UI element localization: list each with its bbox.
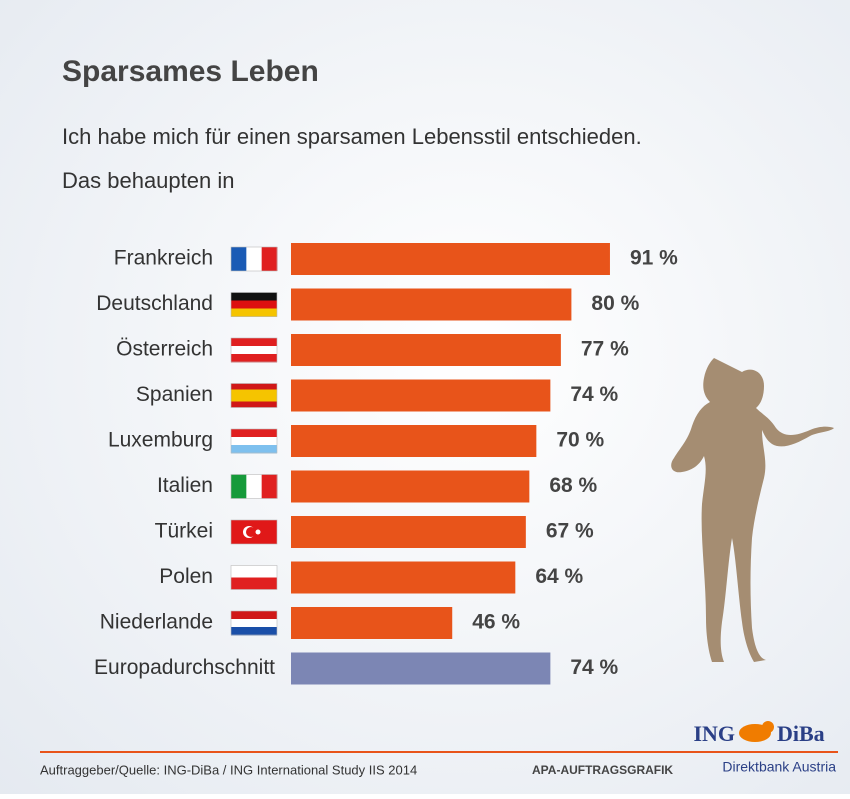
logo-tagline: Direktbank Austria bbox=[722, 759, 836, 775]
bar bbox=[291, 289, 571, 321]
flag bbox=[231, 520, 277, 544]
flag-stripe bbox=[231, 346, 277, 355]
bar bbox=[291, 607, 452, 639]
flag-stripe bbox=[231, 578, 277, 590]
flag-stripe bbox=[231, 437, 277, 446]
flag-stripe bbox=[231, 566, 277, 578]
flag bbox=[231, 338, 277, 363]
flag-stripe bbox=[231, 611, 277, 620]
category-label: Luxemburg bbox=[108, 429, 213, 452]
flag-stripe bbox=[262, 475, 278, 499]
category-label: Polen bbox=[159, 565, 213, 588]
flag-stripe bbox=[231, 301, 277, 310]
category-label: Italien bbox=[157, 474, 213, 497]
flag bbox=[231, 566, 277, 590]
value-label: 46 % bbox=[472, 611, 520, 634]
bar bbox=[291, 562, 515, 594]
flag-stripe bbox=[231, 354, 277, 363]
page: Sparsames Leben Ich habe mich für einen … bbox=[0, 0, 850, 799]
flag-stripe bbox=[246, 247, 262, 271]
bar bbox=[291, 516, 526, 548]
value-label: 74 % bbox=[570, 383, 618, 406]
flag-stripe bbox=[231, 445, 277, 454]
value-label: 64 % bbox=[535, 565, 583, 588]
source: Auftraggeber/Quelle: ING-DiBa / ING Inte… bbox=[40, 762, 417, 777]
flag-stripe bbox=[231, 429, 277, 438]
bar bbox=[291, 425, 536, 457]
subtitle: Ich habe mich für einen sparsamen Lebens… bbox=[62, 124, 642, 149]
chart: Sparsames Leben Ich habe mich für einen … bbox=[0, 0, 850, 794]
category-label: Türkei bbox=[155, 520, 213, 543]
flag-stripe bbox=[231, 619, 277, 628]
value-label: 80 % bbox=[591, 292, 639, 315]
flag-stripe bbox=[231, 247, 247, 271]
flag bbox=[231, 293, 277, 318]
bar bbox=[291, 653, 550, 685]
flag-stripe bbox=[262, 247, 278, 271]
logo-text: ING bbox=[693, 721, 735, 746]
category-label: Niederlande bbox=[100, 611, 213, 634]
bar bbox=[291, 380, 550, 412]
category-label: Spanien bbox=[136, 383, 213, 406]
flag-stripe bbox=[231, 338, 277, 347]
flag-stripe bbox=[246, 475, 262, 499]
flag bbox=[231, 429, 277, 454]
value-label: 74 % bbox=[570, 656, 618, 679]
credit: APA-AUFTRAGSGRAFIK bbox=[532, 763, 673, 777]
flag-crescent bbox=[246, 527, 256, 537]
value-label: 67 % bbox=[546, 520, 594, 543]
bar bbox=[291, 334, 561, 366]
flag bbox=[231, 384, 277, 408]
logo-text: DiBa bbox=[777, 721, 825, 746]
flag-star bbox=[256, 530, 261, 535]
value-label: 68 % bbox=[549, 474, 597, 497]
flag-stripe bbox=[231, 390, 277, 402]
flag-stripe bbox=[231, 309, 277, 318]
value-label: 77 % bbox=[581, 338, 629, 361]
flag bbox=[231, 611, 277, 636]
flag-stripe bbox=[231, 293, 277, 302]
flag-stripe bbox=[231, 475, 247, 499]
flag bbox=[231, 247, 278, 271]
category-label: Österreich bbox=[116, 338, 213, 361]
category-label: Europadurchschnitt bbox=[94, 656, 275, 679]
value-label: 70 % bbox=[556, 429, 604, 452]
subtitle: Das behaupten in bbox=[62, 168, 234, 193]
flag-stripe bbox=[231, 627, 277, 636]
bar bbox=[291, 243, 610, 275]
bar bbox=[291, 471, 529, 503]
category-label: Deutschland bbox=[96, 292, 213, 315]
category-label: Frankreich bbox=[114, 247, 213, 270]
value-label: 91 % bbox=[630, 247, 678, 270]
flag bbox=[231, 475, 278, 499]
chart-title: Sparsames Leben bbox=[62, 55, 319, 88]
